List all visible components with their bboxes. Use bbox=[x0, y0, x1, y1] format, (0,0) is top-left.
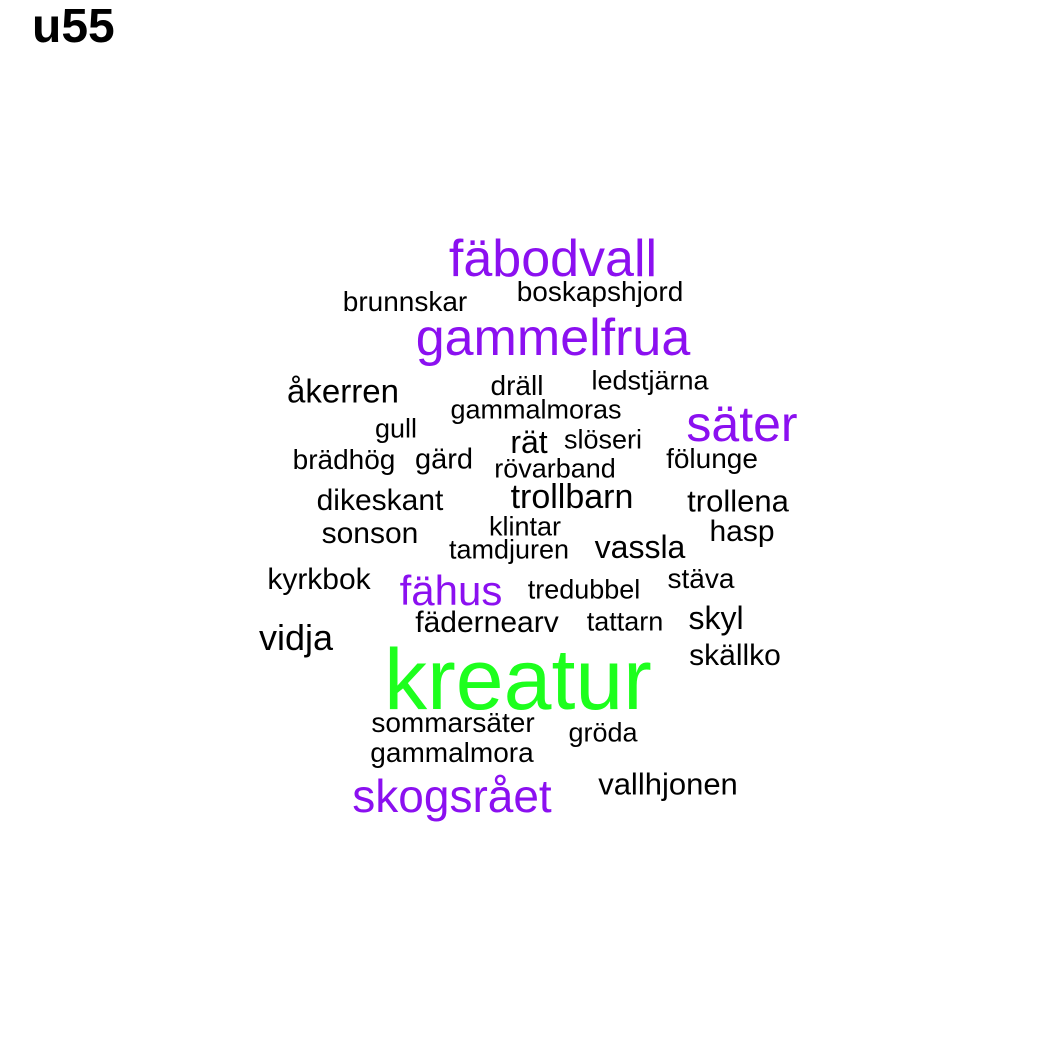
word-trollena: trollena bbox=[687, 483, 789, 519]
word-säter: säter bbox=[686, 396, 798, 452]
word-åkerren: åkerren bbox=[287, 372, 399, 410]
word-trollbarn: trollbarn bbox=[510, 478, 634, 516]
word-gärd: gärd bbox=[414, 443, 474, 476]
word-sonson: sonson bbox=[321, 517, 419, 550]
word-boskapshjord: boskapshjord bbox=[516, 276, 684, 307]
word-gammelfrua: gammelfrua bbox=[415, 309, 691, 367]
word-vidja: vidja bbox=[258, 617, 334, 658]
word-vallhjonen: vallhjonen bbox=[598, 766, 738, 802]
word-slöseri: slöseri bbox=[563, 424, 643, 455]
page-title: u55 bbox=[32, 0, 115, 53]
word-sommarsäter: sommarsäter bbox=[371, 707, 535, 738]
word-klintar: klintar bbox=[488, 511, 562, 542]
word-skyl: skyl bbox=[688, 600, 744, 636]
word-rövarband: rövarband bbox=[494, 453, 616, 484]
word-brunnskar: brunnskar bbox=[342, 286, 468, 317]
word-tredubbel: tredubbel bbox=[527, 574, 641, 605]
word-tattarn: tattarn bbox=[586, 606, 664, 637]
word-gammalmoras: gammalmoras bbox=[450, 394, 622, 425]
word-vassla: vassla bbox=[594, 529, 686, 565]
word-brädhög: brädhög bbox=[292, 444, 396, 475]
word-skogsrået: skogsrået bbox=[352, 770, 552, 822]
word-dräll: dräll bbox=[490, 370, 544, 401]
word-dikeskant: dikeskant bbox=[316, 484, 444, 517]
word-fäbodvall: fäbodvall bbox=[448, 230, 658, 288]
word-rät: rät bbox=[510, 424, 548, 460]
word-stäva: stäva bbox=[667, 563, 735, 594]
word-hasp: hasp bbox=[709, 515, 775, 548]
word-tamdjuren: tamdjuren bbox=[448, 534, 570, 565]
word-kreatur: kreatur bbox=[384, 632, 652, 728]
word-gull: gull bbox=[374, 413, 418, 444]
word-fölunge: fölunge bbox=[666, 443, 758, 474]
word-gammalmora: gammalmora bbox=[370, 737, 534, 768]
word-ledstjärna: ledstjärna bbox=[591, 365, 709, 396]
word-fädernearv: fädernearv bbox=[415, 606, 559, 639]
word-skällko: skällko bbox=[689, 639, 781, 672]
word-kyrkbok: kyrkbok bbox=[267, 563, 371, 596]
word-gröda: gröda bbox=[568, 717, 638, 748]
word-fähus: fähus bbox=[399, 567, 503, 614]
